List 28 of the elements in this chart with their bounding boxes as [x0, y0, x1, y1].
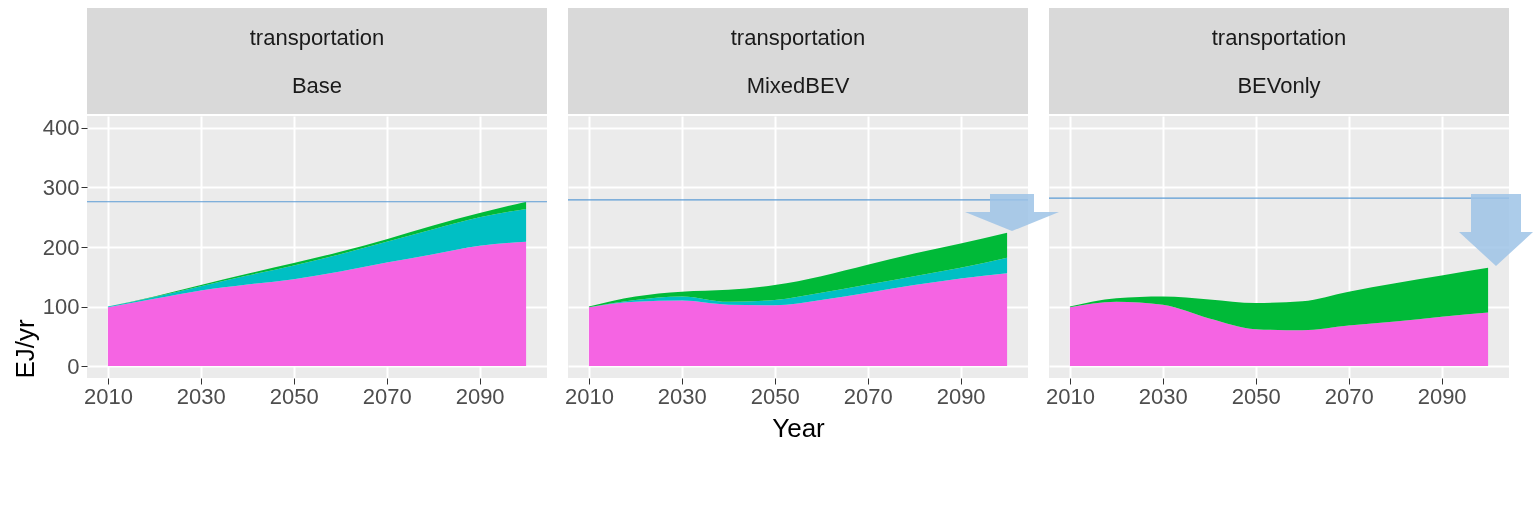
- chart-title: transportation: [249, 25, 385, 50]
- x-tick-label: 2030: [176, 383, 226, 409]
- chart-title: transportation: [730, 25, 866, 50]
- x-tick-label: 2030: [657, 383, 707, 409]
- x-tick-label: 2070: [1324, 383, 1374, 409]
- x-tick-label: 2090: [1417, 383, 1467, 409]
- y-tick-label: 0: [67, 353, 80, 379]
- y-tick-label: 300: [42, 174, 80, 200]
- y-tick-label: 200: [42, 234, 80, 260]
- chart-subtitle: MixedBEV: [746, 73, 850, 98]
- x-tick-label: 2010: [564, 383, 614, 409]
- x-tick-label: 2050: [269, 383, 319, 409]
- x-tick-label: 2070: [362, 383, 412, 409]
- x-tick-label: 2090: [936, 383, 986, 409]
- x-axis-title: Year: [772, 412, 826, 443]
- x-tick-label: 2090: [455, 383, 505, 409]
- y-axis-title: EJ/yr: [9, 318, 40, 379]
- y-tick-label: 100: [42, 294, 80, 320]
- chart-subtitle: BEVonly: [1237, 73, 1321, 98]
- x-tick-label: 2070: [843, 383, 893, 409]
- chart-title: transportation: [1211, 25, 1347, 50]
- x-tick-label: 2050: [1231, 383, 1281, 409]
- x-tick-label: 2010: [1045, 383, 1095, 409]
- x-tick-label: 2050: [750, 383, 800, 409]
- y-tick-label: 400: [42, 115, 80, 141]
- x-tick-label: 2010: [83, 383, 133, 409]
- x-tick-label: 2030: [1138, 383, 1188, 409]
- chart-subtitle: Base: [291, 73, 343, 98]
